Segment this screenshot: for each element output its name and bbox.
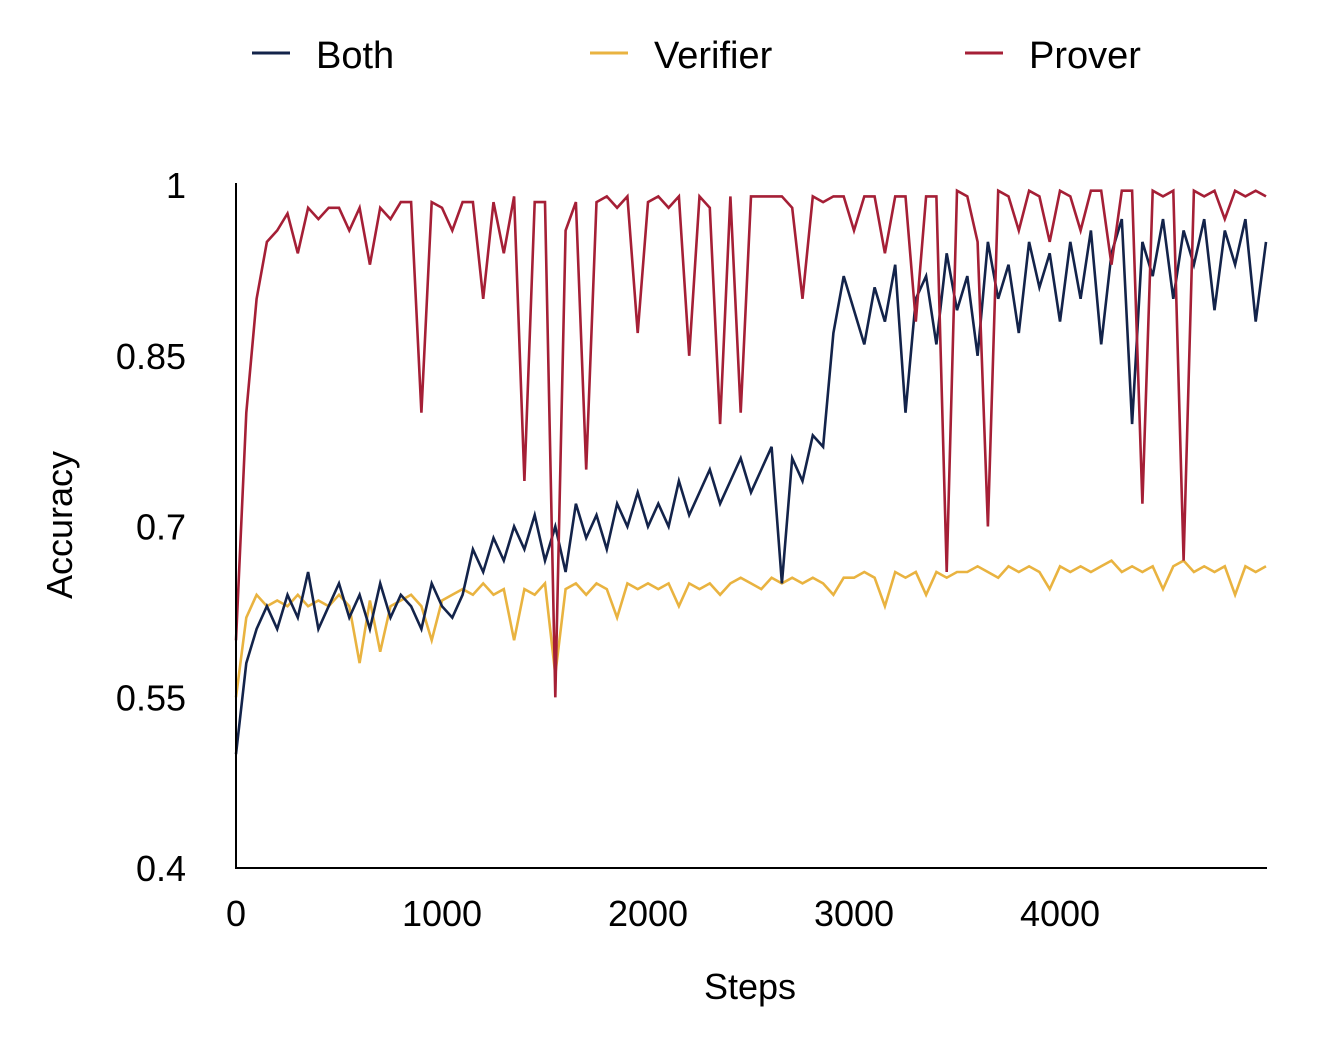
legend-item-both: Both <box>252 35 394 77</box>
y-tick-label: 0.4 <box>136 848 186 889</box>
legend-item-verifier: Verifier <box>590 35 773 77</box>
x-tick-label: 3000 <box>814 893 894 934</box>
series-line-both <box>234 218 1268 755</box>
x-tick-label: 0 <box>226 893 246 934</box>
y-tick-label: 0.55 <box>116 677 186 718</box>
y-axis-label: Accuracy <box>39 451 80 599</box>
y-tick-label: 0.85 <box>116 336 186 377</box>
x-tick-label: 1000 <box>402 893 482 934</box>
legend: Both Verifier Prover <box>252 35 1141 77</box>
series-line-prover <box>234 188 1267 698</box>
series-layer <box>234 188 1268 755</box>
y-tick-label: 1 <box>166 165 186 206</box>
series-line-verifier <box>234 558 1267 698</box>
y-tick-label: 0.7 <box>136 507 186 548</box>
legend-item-prover: Prover <box>965 35 1141 77</box>
x-tick-labels: 0 1000 2000 3000 4000 <box>226 893 1100 934</box>
x-tick-label: 2000 <box>608 893 688 934</box>
legend-label: Both <box>316 35 394 77</box>
legend-label: Verifier <box>654 35 773 77</box>
y-tick-labels: 0.4 0.55 0.7 0.85 1 <box>116 165 186 889</box>
x-axis-label: Steps <box>704 966 796 1007</box>
x-tick-label: 4000 <box>1020 893 1100 934</box>
legend-label: Prover <box>1029 35 1141 77</box>
